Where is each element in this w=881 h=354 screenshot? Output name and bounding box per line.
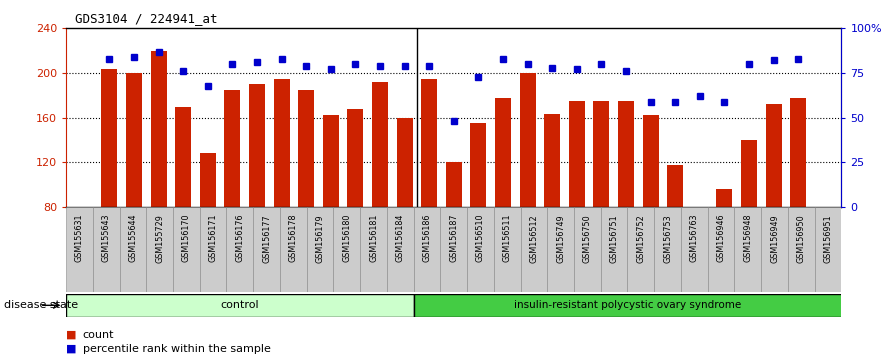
Bar: [322, 115, 338, 207]
Bar: [146, 207, 173, 292]
Text: GSM156946: GSM156946: [716, 214, 726, 262]
Text: GSM156948: GSM156948: [744, 214, 752, 262]
Bar: [372, 82, 388, 207]
Bar: [467, 207, 494, 292]
Text: GSM156176: GSM156176: [235, 214, 244, 262]
Bar: [470, 123, 486, 207]
Text: GSM156512: GSM156512: [529, 214, 538, 263]
Text: GSM156179: GSM156179: [315, 214, 324, 263]
Bar: [627, 207, 655, 292]
Bar: [692, 207, 707, 245]
Bar: [280, 207, 307, 292]
Text: ■: ■: [66, 330, 77, 339]
Bar: [101, 69, 117, 207]
Text: ■: ■: [66, 344, 77, 354]
Bar: [387, 207, 413, 292]
Bar: [520, 73, 536, 207]
Text: GDS3104 / 224941_at: GDS3104 / 224941_at: [75, 12, 218, 25]
Text: GSM156749: GSM156749: [556, 214, 565, 263]
Text: GSM156950: GSM156950: [796, 214, 806, 263]
Bar: [761, 207, 788, 292]
Text: GSM156752: GSM156752: [636, 214, 646, 263]
Text: GSM156187: GSM156187: [449, 214, 458, 262]
Bar: [815, 207, 841, 292]
Bar: [446, 162, 462, 207]
Text: GSM156763: GSM156763: [690, 214, 699, 262]
Text: GSM155631: GSM155631: [75, 214, 84, 262]
Bar: [642, 115, 658, 207]
Bar: [766, 104, 781, 207]
Bar: [200, 207, 226, 292]
Bar: [347, 109, 363, 207]
Bar: [569, 101, 585, 207]
Text: disease state: disease state: [4, 300, 78, 310]
Text: GSM156171: GSM156171: [209, 214, 218, 262]
Text: GSM156751: GSM156751: [610, 214, 618, 263]
Bar: [544, 114, 560, 207]
Text: GSM156170: GSM156170: [181, 214, 191, 262]
Text: GSM156186: GSM156186: [423, 214, 432, 262]
Bar: [225, 90, 241, 207]
Bar: [66, 294, 413, 317]
Bar: [440, 207, 467, 292]
Bar: [413, 207, 440, 292]
Bar: [307, 207, 333, 292]
Text: GSM156180: GSM156180: [343, 214, 352, 262]
Bar: [175, 107, 191, 207]
Text: GSM156510: GSM156510: [476, 214, 485, 262]
Bar: [547, 207, 574, 292]
Bar: [200, 154, 216, 207]
Bar: [601, 207, 627, 292]
Bar: [593, 101, 610, 207]
Bar: [120, 207, 146, 292]
Bar: [173, 207, 200, 292]
Bar: [93, 207, 120, 292]
Text: GSM155644: GSM155644: [129, 214, 137, 262]
Text: GSM156750: GSM156750: [583, 214, 592, 263]
Bar: [716, 189, 732, 207]
Bar: [741, 140, 757, 207]
Bar: [333, 207, 360, 292]
Text: GSM156951: GSM156951: [824, 214, 833, 263]
Text: GSM156177: GSM156177: [262, 214, 271, 263]
Bar: [253, 207, 280, 292]
Text: percentile rank within the sample: percentile rank within the sample: [83, 344, 270, 354]
Bar: [413, 294, 855, 317]
Bar: [574, 207, 601, 292]
Bar: [273, 79, 290, 207]
Text: GSM156949: GSM156949: [770, 214, 779, 263]
Bar: [151, 51, 167, 207]
Bar: [655, 207, 681, 292]
Text: GSM156181: GSM156181: [369, 214, 378, 262]
Bar: [66, 207, 93, 292]
Bar: [788, 207, 815, 292]
Bar: [618, 101, 634, 207]
Text: insulin-resistant polycystic ovary syndrome: insulin-resistant polycystic ovary syndr…: [514, 300, 741, 310]
Bar: [667, 165, 683, 207]
Bar: [790, 98, 806, 207]
Text: GSM156511: GSM156511: [503, 214, 512, 262]
Text: GSM156753: GSM156753: [663, 214, 672, 263]
Bar: [360, 207, 387, 292]
Text: GSM155643: GSM155643: [101, 214, 111, 262]
Text: GSM155729: GSM155729: [155, 214, 164, 263]
Text: count: count: [83, 330, 115, 339]
Bar: [494, 207, 521, 292]
Text: GSM156178: GSM156178: [289, 214, 298, 262]
Bar: [421, 79, 437, 207]
Bar: [249, 84, 265, 207]
Bar: [226, 207, 253, 292]
Bar: [495, 98, 511, 207]
Bar: [298, 90, 315, 207]
Bar: [735, 207, 761, 292]
Bar: [126, 73, 142, 207]
Text: control: control: [220, 300, 259, 310]
Bar: [521, 207, 547, 292]
Bar: [396, 118, 412, 207]
Bar: [681, 207, 707, 292]
Bar: [707, 207, 735, 292]
Text: GSM156184: GSM156184: [396, 214, 404, 262]
